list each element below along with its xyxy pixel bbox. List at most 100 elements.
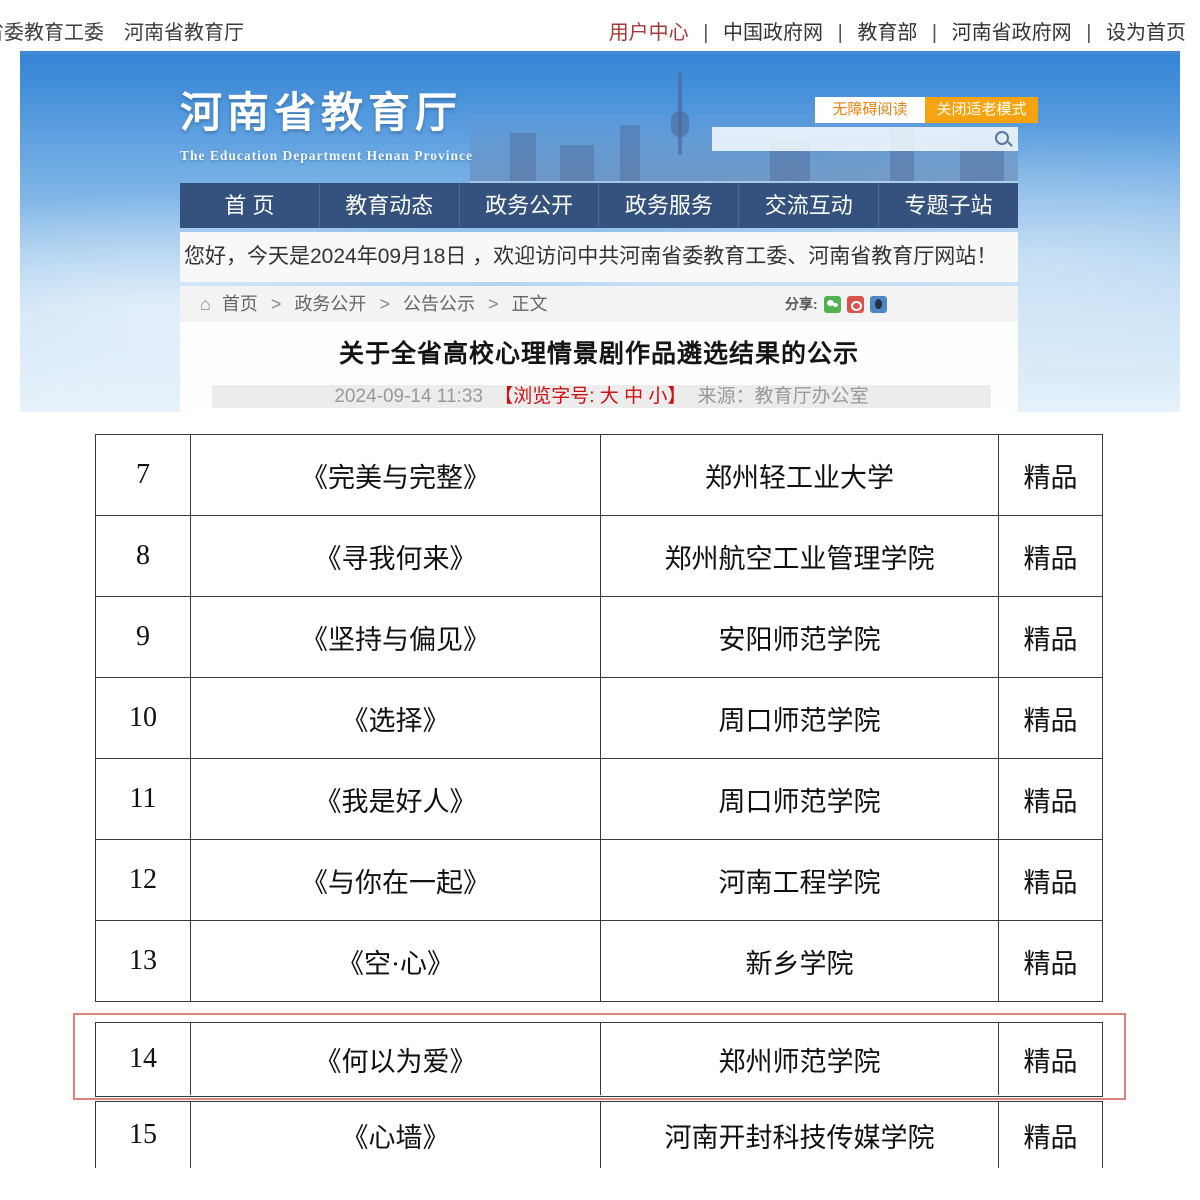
breadcrumb-announcements[interactable]: 公告公示: [402, 294, 475, 314]
cell-no: 15: [129, 1119, 157, 1150]
topbar-site-names: 省委教育工委 河南省教育厅: [0, 22, 244, 44]
site-logo[interactable]: 河南省教育厅 The Education Department Henan Pr…: [180, 79, 473, 164]
topbar-link-gov-cn[interactable]: 中国政府网: [723, 22, 824, 44]
cell-level: 精品: [998, 516, 1102, 596]
article-meta: 2024-09-14 11:33 【浏览字号: 大 中 小】 来源：教育厅办公室: [212, 385, 991, 408]
breadcrumb-current: 正文: [511, 294, 548, 314]
main-nav: 首 页 教育动态 政务公开 政务服务 交流互动 专题子站: [180, 183, 1018, 228]
cell-school: 河南开封科技传媒学院: [600, 1102, 998, 1168]
cell-no: 8: [136, 540, 150, 571]
table-row: 10 《选择》 周口师范学院 精品: [96, 677, 1102, 758]
cell-title: 《坚持与偏见》: [190, 597, 600, 677]
nav-item-gov-services[interactable]: 政务服务: [598, 183, 738, 228]
cell-level: 精品: [998, 1102, 1102, 1168]
table-row: 7 《完美与完整》 郑州轻工业大学 精品: [96, 435, 1102, 515]
topbar-separator: |: [931, 22, 938, 44]
tower-icon: [671, 111, 689, 137]
cell-no: 10: [129, 702, 157, 733]
topbar-link-henan-gov[interactable]: 河南省政府网: [951, 22, 1072, 44]
article-source: 来源：教育厅办公室: [697, 386, 869, 407]
search-input[interactable]: [712, 129, 992, 149]
table-row-highlighted: 14 《何以为爱》 郑州师范学院 精品: [96, 1023, 1102, 1095]
cell-title: 《完美与完整》: [190, 435, 600, 515]
highlight-box: [73, 1013, 1126, 1100]
results-table-last-row: 15 《心墙》 河南开封科技传媒学院 精品: [95, 1101, 1103, 1168]
breadcrumb-separator: >: [488, 294, 499, 314]
cell-no: 7: [136, 459, 150, 490]
cell-school: 安阳师范学院: [600, 597, 998, 677]
share-bar: 分享:: [785, 286, 893, 322]
home-icon: ⌂: [200, 294, 211, 314]
cell-level: 精品: [998, 1023, 1102, 1095]
page-title: 关于全省高校心理情景剧作品遴选结果的公示: [338, 340, 859, 368]
topbar-link-moe[interactable]: 教育部: [857, 22, 918, 44]
topbar-link-set-homepage[interactable]: 设为首页: [1106, 22, 1186, 44]
site-logo-name-en: The Education Department Henan Province: [180, 148, 473, 163]
cell-school: 新乡学院: [600, 921, 998, 1001]
cell-title: 《何以为爱》: [190, 1023, 600, 1095]
nav-item-interaction[interactable]: 交流互动: [738, 183, 878, 228]
cell-level: 精品: [998, 678, 1102, 758]
breadcrumb-separator: >: [379, 294, 390, 314]
cell-level: 精品: [998, 435, 1102, 515]
search-bar: [712, 127, 1018, 151]
cell-school: 河南工程学院: [600, 840, 998, 920]
breadcrumb: ⌂ 首页 > 政务公开 > 公告公示 > 正文 分享:: [180, 286, 1018, 322]
table-row: 12 《与你在一起》 河南工程学院 精品: [96, 839, 1102, 920]
cell-no: 14: [129, 1043, 157, 1074]
wechat-share-icon[interactable]: [823, 295, 841, 313]
cell-no: 13: [129, 945, 157, 976]
cell-school: 郑州师范学院: [600, 1023, 998, 1095]
nav-item-education-news[interactable]: 教育动态: [318, 183, 459, 228]
topbar-separator: |: [703, 22, 709, 44]
table-row: 11 《我是好人》 周口师范学院 精品: [96, 758, 1102, 839]
topbar-underline: [20, 51, 1180, 55]
cell-title: 《寻我何来》: [190, 516, 600, 596]
elder-mode-toggle-button[interactable]: 关闭适老模式: [925, 97, 1038, 123]
share-label: 分享:: [785, 296, 818, 312]
cell-level: 精品: [998, 840, 1102, 920]
accessibility-reading-button[interactable]: 无障碍阅读: [815, 97, 925, 123]
breadcrumb-home[interactable]: 首页: [221, 294, 258, 314]
cell-no: 9: [136, 621, 150, 652]
breadcrumb-gov-affairs[interactable]: 政务公开: [294, 294, 367, 314]
qq-share-icon[interactable]: [869, 295, 887, 313]
topbar-links: 用户中心 | 中国政府网 | 教育部 | 河南省政府网 | 设为首页: [609, 16, 1186, 45]
cell-title: 《与你在一起》: [190, 840, 600, 920]
cell-title: 《选择》: [190, 678, 600, 758]
table-row: 9 《坚持与偏见》 安阳师范学院 精品: [96, 596, 1102, 677]
table-row: 8 《寻我何来》 郑州航空工业管理学院 精品: [96, 515, 1102, 596]
cell-school: 周口师范学院: [600, 678, 998, 758]
cell-school: 郑州轻工业大学: [600, 435, 998, 515]
results-table-highlighted-row: 14 《何以为爱》 郑州师范学院 精品: [95, 1022, 1103, 1097]
cell-level: 精品: [998, 759, 1102, 839]
table-row: 15 《心墙》 河南开封科技传媒学院 精品: [96, 1102, 1102, 1168]
article-head: 关于全省高校心理情景剧作品遴选结果的公示 2024-09-14 11:33 【浏…: [180, 322, 1018, 412]
cell-title: 《我是好人》: [190, 759, 600, 839]
cell-no: 12: [129, 864, 157, 895]
cell-title: 《心墙》: [190, 1102, 600, 1168]
cell-no: 11: [129, 783, 157, 814]
cell-title: 《空·心》: [190, 921, 600, 1001]
nav-item-gov-affairs[interactable]: 政务公开: [458, 183, 599, 228]
site-logo-name: 河南省教育厅: [180, 91, 463, 137]
cell-school: 郑州航空工业管理学院: [600, 516, 998, 596]
search-icon[interactable]: [992, 128, 1014, 150]
nav-item-special-sites[interactable]: 专题子站: [878, 183, 1018, 228]
mode-buttons: 无障碍阅读 关闭适老模式: [815, 97, 1038, 123]
font-size-controls[interactable]: 【浏览字号: 大 中 小】: [494, 386, 687, 407]
topbar-separator: |: [1086, 22, 1092, 44]
table-row: 13 《空·心》 新乡学院 精品: [96, 920, 1102, 1001]
nav-item-home[interactable]: 首 页: [224, 193, 275, 218]
greeting-bar: 您好，今天是2024年09月18日 ，欢迎访问中共河南省委教育工委、河南省教育厅…: [180, 232, 1018, 282]
breadcrumb-separator: >: [270, 294, 282, 314]
banner: 河南省教育厅 The Education Department Henan Pr…: [20, 55, 1180, 412]
cell-level: 精品: [998, 921, 1102, 1001]
weibo-share-icon[interactable]: [846, 295, 864, 313]
topbar-link-user-center[interactable]: 用户中心: [608, 22, 689, 44]
publish-datetime: 2024-09-14 11:33: [334, 386, 483, 407]
topbar-separator: |: [837, 22, 843, 44]
cell-level: 精品: [998, 597, 1102, 677]
cell-school: 周口师范学院: [600, 759, 998, 839]
